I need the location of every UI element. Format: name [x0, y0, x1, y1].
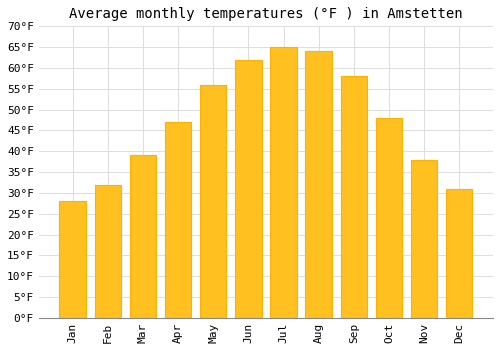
Bar [60, 201, 86, 318]
Title: Average monthly temperatures (°F ) in Amstetten: Average monthly temperatures (°F ) in Am… [69, 7, 462, 21]
Bar [235, 60, 262, 318]
Bar [340, 76, 367, 318]
Bar [165, 122, 191, 318]
Bar [200, 85, 226, 318]
Bar [446, 189, 472, 318]
Bar [270, 47, 296, 318]
Bar [306, 51, 332, 318]
Bar [411, 160, 438, 318]
Bar [376, 118, 402, 318]
Bar [94, 184, 121, 318]
Bar [130, 155, 156, 318]
